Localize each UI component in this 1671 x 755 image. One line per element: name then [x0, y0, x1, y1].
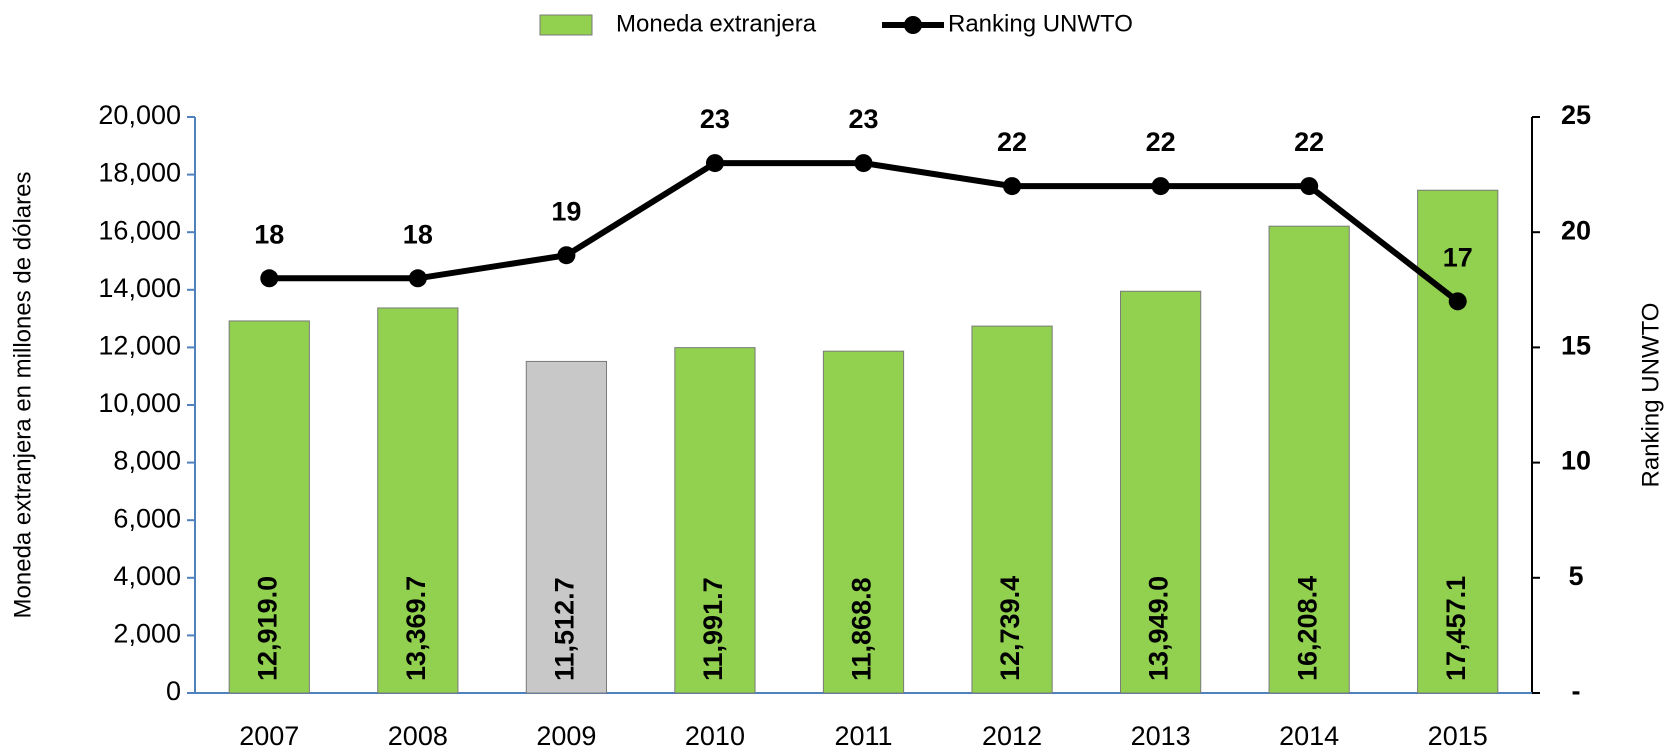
- y2-tick-label: 25: [1561, 100, 1591, 130]
- line-marker: [408, 269, 427, 288]
- line-marker: [705, 154, 724, 173]
- legend-swatch: [539, 14, 593, 36]
- y2-tick-label: 20: [1561, 215, 1591, 245]
- line-marker: [557, 246, 576, 265]
- bar: [971, 325, 1053, 694]
- y-tick-label: 6,000: [113, 503, 181, 533]
- y-tick-label: 14,000: [98, 273, 181, 303]
- legend-label: Moneda extranjera: [616, 10, 817, 37]
- bar: [1417, 189, 1499, 694]
- line-value-label: 18: [403, 219, 433, 249]
- legend-label: Ranking UNWTO: [948, 10, 1133, 37]
- x-tick-label: 2012: [982, 721, 1042, 751]
- y-tick-label: 4,000: [113, 561, 181, 591]
- x-tick-label: 2007: [239, 721, 299, 751]
- line-value-label: 17: [1443, 242, 1473, 272]
- line-value-label: 22: [997, 127, 1027, 157]
- line-value-label: 18: [254, 219, 284, 249]
- y2-tick-label: 5: [1568, 561, 1583, 591]
- y2-tick-label: 15: [1561, 331, 1591, 361]
- y-tick-label: 0: [166, 676, 181, 706]
- x-tick-label: 2011: [834, 721, 892, 751]
- bar-value-label: 13,369.7: [401, 576, 431, 681]
- bar-value-label: 13,949.0: [1144, 576, 1174, 681]
- line-value-label: 22: [1294, 127, 1324, 157]
- line-marker: [1300, 177, 1319, 196]
- y-tick-label: 12,000: [98, 331, 181, 361]
- bar: [525, 360, 607, 694]
- bar-value-label: 17,457.1: [1441, 576, 1471, 681]
- y-tick-label: 2,000: [113, 619, 181, 649]
- y-tick-label: 18,000: [98, 158, 181, 188]
- x-tick-label: 2009: [536, 721, 596, 751]
- y-tick-label: 10,000: [98, 388, 181, 418]
- bar: [228, 320, 310, 694]
- y-tick-label: 20,000: [98, 100, 181, 130]
- line-marker: [1003, 177, 1022, 196]
- bar-value-label: 11,991.7: [698, 577, 728, 681]
- bar-value-label: 12,919.0: [252, 576, 282, 681]
- line-value-label: 22: [1146, 127, 1176, 157]
- bar-value-label: 11,512.7: [550, 577, 580, 681]
- y2-tick-label: 10: [1561, 446, 1591, 476]
- x-tick-label: 2015: [1428, 721, 1488, 751]
- y-tick-label: 16,000: [98, 215, 181, 245]
- legend-marker: [904, 16, 922, 34]
- y2-axis-title: Ranking UNWTO: [1637, 303, 1664, 488]
- x-tick-label: 2010: [685, 721, 745, 751]
- x-tick-label: 2013: [1131, 721, 1191, 751]
- y2-tick-label: -: [1572, 676, 1581, 706]
- bar: [822, 350, 905, 694]
- x-tick-label: 2014: [1279, 721, 1339, 751]
- line-value-label: 23: [700, 104, 730, 134]
- y-axis-title: Moneda extranjera en millones de dólares: [9, 172, 36, 619]
- x-tick-label: 2008: [388, 721, 448, 751]
- bar: [674, 347, 756, 694]
- line-marker: [854, 154, 873, 173]
- bar-value-label: 16,208.4: [1292, 576, 1322, 681]
- line-value-label: 19: [551, 196, 581, 226]
- y-tick-label: 8,000: [113, 446, 181, 476]
- bar: [377, 307, 459, 694]
- bar: [1268, 225, 1350, 694]
- line-marker: [1151, 177, 1170, 196]
- line-marker: [260, 269, 279, 288]
- bar: [1120, 290, 1202, 694]
- bar-value-label: 12,739.4: [995, 576, 1025, 681]
- line-value-label: 23: [848, 104, 878, 134]
- line-marker: [1448, 292, 1467, 311]
- bar-value-label: 11,868.8: [847, 577, 877, 681]
